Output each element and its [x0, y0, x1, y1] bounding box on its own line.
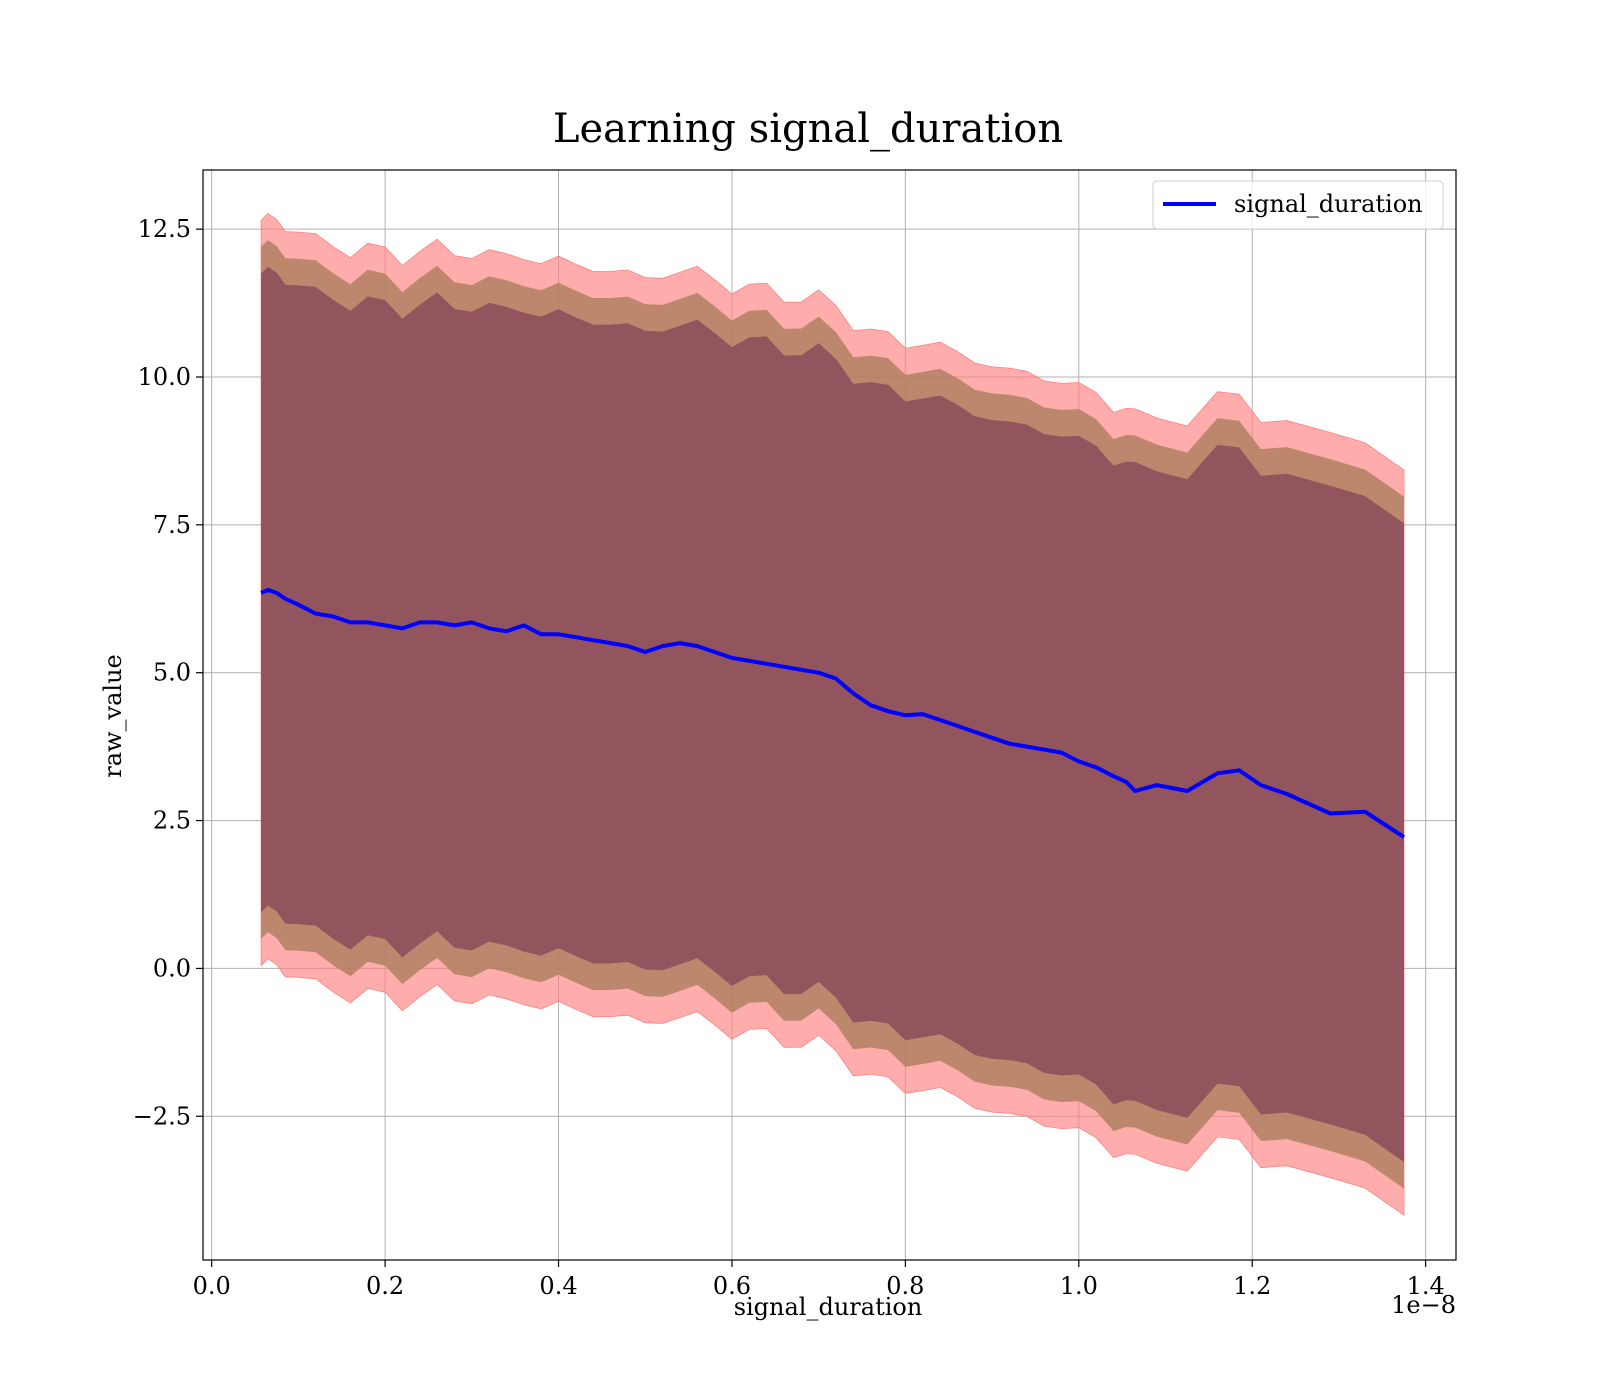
plot-frame	[202, 169, 1457, 1261]
x-tick-label: 1.0	[1060, 1272, 1098, 1300]
y-tick-label: 5.0	[153, 659, 191, 687]
x-axis-label: signal_duration	[734, 1293, 923, 1321]
x-tick-label: 0.8	[886, 1272, 924, 1300]
legend-label: signal_duration	[1234, 190, 1423, 218]
series-line-signal-duration	[260, 587, 1406, 839]
y-axis-ticks: −2.5 0.0 2.5 5.0 7.5 10.0 12.5	[133, 215, 203, 1130]
legend-box	[1152, 180, 1444, 230]
chart-title: Learning signal_duration	[553, 106, 1063, 152]
y-tick-label: 2.5	[153, 807, 191, 835]
x-axis-offset-text: 1e−8	[1391, 1291, 1456, 1319]
y-tick-label: 12.5	[138, 215, 191, 243]
band-inner	[261, 266, 1405, 1162]
y-tick-label: 10.0	[138, 363, 191, 391]
x-tick-label: 0.4	[539, 1272, 577, 1300]
x-tick-label: 0.0	[193, 1272, 231, 1300]
y-tick-label: 0.0	[153, 954, 191, 982]
y-tick-label: 7.5	[153, 511, 191, 539]
x-tick-label: 0.2	[366, 1272, 404, 1300]
x-tick-label: 1.2	[1233, 1272, 1271, 1300]
x-tick-label: 1.4	[1407, 1272, 1445, 1300]
x-axis-ticks: 0.0 0.2 0.4 0.6 0.8 1.0 1.2 1.4	[193, 1260, 1445, 1300]
legend: signal_duration	[1152, 180, 1444, 230]
y-tick-label: −2.5	[133, 1102, 191, 1130]
series-lines	[260, 587, 1406, 839]
uncertainty-bands	[260, 212, 1405, 1216]
x-tick-label: 0.6	[713, 1272, 751, 1300]
y-axis-label: raw_value	[99, 654, 127, 778]
